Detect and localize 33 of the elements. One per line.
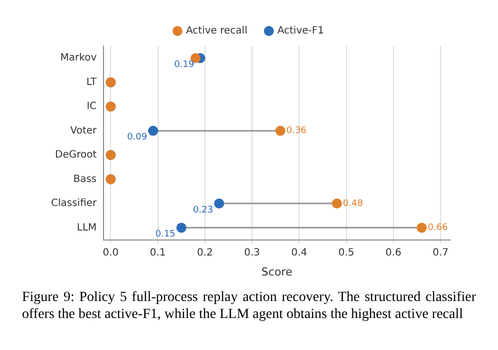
x-tick-label: 0.5 xyxy=(338,247,354,258)
data-label: 0.19 xyxy=(174,60,195,70)
data-label: 0.23 xyxy=(193,205,214,216)
legend-label: Active-F1 xyxy=(277,26,324,37)
point xyxy=(176,222,186,233)
y-tick-label: IC xyxy=(86,101,97,112)
point xyxy=(416,222,427,233)
x-tick-label: 0.3 xyxy=(244,247,260,258)
data-label: 0.09 xyxy=(127,132,148,143)
x-axis-title: Score xyxy=(261,265,292,278)
y-tick-label: Bass xyxy=(73,174,97,185)
legend-label: Active recall xyxy=(186,26,248,37)
caption: Figure 9: Policy 5 full-process replay action recovery. The structured classifier offers the best active-F1, while the LLM agent obtains the highest active recall xyxy=(21,289,477,323)
point xyxy=(332,198,342,208)
y-tick-label: LLM xyxy=(76,222,97,234)
x-tick-label: 0.6 xyxy=(386,247,402,258)
y-tick-label: LT xyxy=(86,76,98,88)
point xyxy=(275,126,286,136)
data-label: 0.36 xyxy=(286,126,307,136)
data-label: 0.66 xyxy=(428,223,448,234)
point xyxy=(214,198,224,208)
y-tick-label: Classifier xyxy=(50,198,98,210)
x-tick-label: 0.4 xyxy=(291,247,308,258)
x-tick-label: 0.1 xyxy=(150,247,166,258)
data-label: 0.48 xyxy=(342,198,364,209)
data-label: 0.15 xyxy=(155,230,176,240)
x-tick-label: 0.0 xyxy=(102,247,119,258)
y-tick-label: Voter xyxy=(70,125,98,136)
y-tick-label: Markov xyxy=(60,52,97,64)
x-tick-label: 0.2 xyxy=(197,247,213,258)
y-tick-label: DeGroot xyxy=(54,150,97,161)
point xyxy=(148,126,158,136)
x-tick-label: 0.7 xyxy=(432,247,449,258)
